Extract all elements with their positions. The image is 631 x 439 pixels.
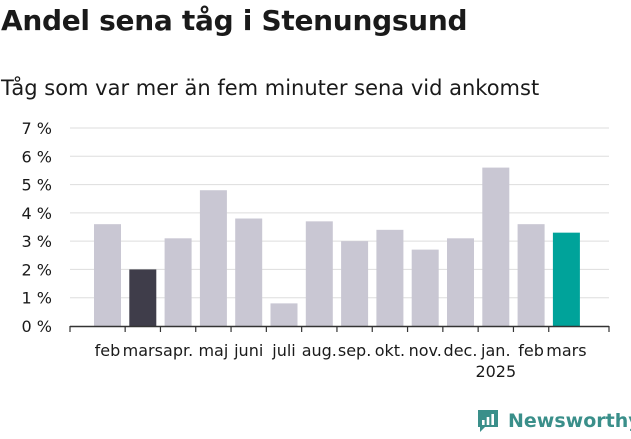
y-tick-label: 5 % (22, 176, 52, 195)
bars (94, 167, 580, 326)
x-tick-label: jan. (480, 341, 510, 360)
y-tick-label: 3 % (22, 232, 52, 251)
y-tick-label: 6 % (22, 147, 52, 166)
y-tick-label: 7 % (22, 119, 52, 138)
y-axis-ticks: 0 % 1 % 2 % 3 % 4 % 5 % 6 % 7 % (22, 119, 52, 336)
x-year-label: 2025 (475, 362, 516, 381)
chart-title: Andel sena tåg i Stenungsund (1, 4, 468, 37)
x-tick-label: nov. (409, 341, 442, 360)
x-tick-label: feb (518, 341, 544, 360)
x-axis (69, 325, 610, 332)
x-tick-label: juli (271, 341, 295, 360)
bar[interactable] (94, 224, 121, 326)
bar[interactable] (552, 232, 580, 326)
chart-subtitle: Tåg som var mer än fem minuter sena vid … (1, 76, 540, 100)
bar[interactable] (411, 249, 439, 326)
x-axis-labels: feb mars apr. maj juni juli aug. sep. okt. nov. de… (95, 341, 587, 381)
brand-name: Newsworthy (508, 410, 631, 432)
newsworthy-logo: Newsworthy (476, 408, 631, 434)
x-tick-label: apr. (163, 341, 193, 360)
bar[interactable] (517, 224, 545, 326)
bar[interactable] (341, 241, 369, 326)
y-tick-label: 4 % (22, 204, 52, 223)
bar[interactable] (376, 229, 404, 326)
bar[interactable] (447, 238, 474, 326)
bar[interactable] (235, 218, 263, 326)
bar[interactable] (482, 167, 510, 326)
bar[interactable] (305, 221, 333, 326)
y-tick-label: 1 % (22, 289, 52, 308)
x-tick-label: mars (123, 341, 163, 360)
bar[interactable] (129, 269, 157, 326)
newsworthy-chart-icon (478, 410, 498, 432)
bar[interactable] (199, 190, 227, 326)
x-tick-label: feb (95, 341, 121, 360)
x-tick-label: juni (233, 341, 263, 360)
x-tick-label: mars (546, 341, 586, 360)
bar[interactable] (270, 303, 298, 326)
x-tick-label: okt. (375, 341, 405, 360)
bar[interactable] (164, 238, 192, 326)
x-tick-label: sep. (338, 341, 371, 360)
y-tick-label: 0 % (22, 317, 52, 336)
x-tick-label: aug. (302, 341, 337, 360)
x-tick-label: maj (198, 341, 228, 360)
y-tick-label: 2 % (22, 260, 52, 279)
x-tick-label: dec. (444, 341, 478, 360)
